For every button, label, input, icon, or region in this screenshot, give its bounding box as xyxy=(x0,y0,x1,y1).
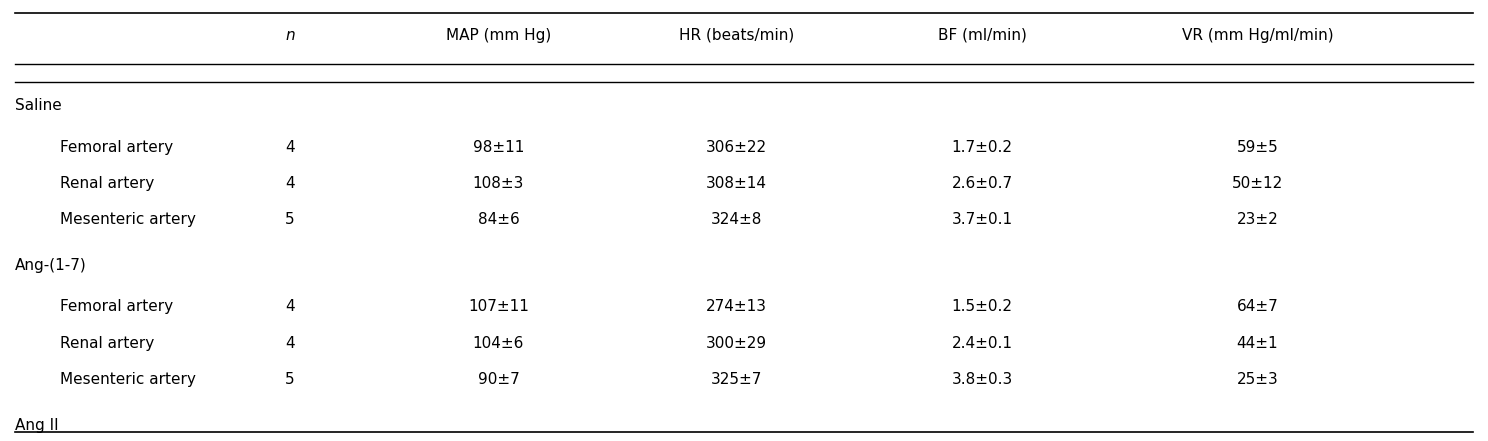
Text: 5: 5 xyxy=(286,372,295,387)
Text: 84±6: 84±6 xyxy=(478,212,519,227)
Text: 4: 4 xyxy=(286,140,295,155)
Text: 325±7: 325±7 xyxy=(711,372,762,387)
Text: n: n xyxy=(286,28,295,43)
Text: 98±11: 98±11 xyxy=(473,140,524,155)
Text: 3.7±0.1: 3.7±0.1 xyxy=(951,212,1013,227)
Text: Renal artery: Renal artery xyxy=(60,176,153,191)
Text: BF (ml/min): BF (ml/min) xyxy=(937,28,1027,43)
Text: 324±8: 324±8 xyxy=(711,212,762,227)
Text: 4: 4 xyxy=(286,299,295,314)
Text: 306±22: 306±22 xyxy=(705,140,768,155)
Text: 4: 4 xyxy=(286,336,295,351)
Text: 23±2: 23±2 xyxy=(1237,212,1278,227)
Text: 50±12: 50±12 xyxy=(1232,176,1283,191)
Text: Ang II: Ang II xyxy=(15,418,58,433)
Text: 107±11: 107±11 xyxy=(469,299,528,314)
Text: 59±5: 59±5 xyxy=(1237,140,1278,155)
Text: 2.6±0.7: 2.6±0.7 xyxy=(951,176,1013,191)
Text: 90±7: 90±7 xyxy=(478,372,519,387)
Text: 4: 4 xyxy=(286,176,295,191)
Text: Femoral artery: Femoral artery xyxy=(60,299,173,314)
Text: 44±1: 44±1 xyxy=(1237,336,1278,351)
Text: Mesenteric artery: Mesenteric artery xyxy=(60,372,195,387)
Text: 104±6: 104±6 xyxy=(473,336,524,351)
Text: Renal artery: Renal artery xyxy=(60,336,153,351)
Text: Saline: Saline xyxy=(15,98,61,113)
Text: 108±3: 108±3 xyxy=(473,176,524,191)
Text: 274±13: 274±13 xyxy=(707,299,766,314)
Text: 300±29: 300±29 xyxy=(705,336,768,351)
Text: Mesenteric artery: Mesenteric artery xyxy=(60,212,195,227)
Text: 308±14: 308±14 xyxy=(707,176,766,191)
Text: 25±3: 25±3 xyxy=(1237,372,1278,387)
Text: MAP (mm Hg): MAP (mm Hg) xyxy=(446,28,551,43)
Text: Ang-(1-7): Ang-(1-7) xyxy=(15,258,86,273)
Text: 64±7: 64±7 xyxy=(1237,299,1278,314)
Text: Femoral artery: Femoral artery xyxy=(60,140,173,155)
Text: 1.5±0.2: 1.5±0.2 xyxy=(952,299,1012,314)
Text: HR (beats/min): HR (beats/min) xyxy=(679,28,795,43)
Text: 2.4±0.1: 2.4±0.1 xyxy=(952,336,1012,351)
Text: 5: 5 xyxy=(286,212,295,227)
Text: 3.8±0.3: 3.8±0.3 xyxy=(951,372,1013,387)
Text: 1.7±0.2: 1.7±0.2 xyxy=(952,140,1012,155)
Text: VR (mm Hg/ml/min): VR (mm Hg/ml/min) xyxy=(1181,28,1333,43)
